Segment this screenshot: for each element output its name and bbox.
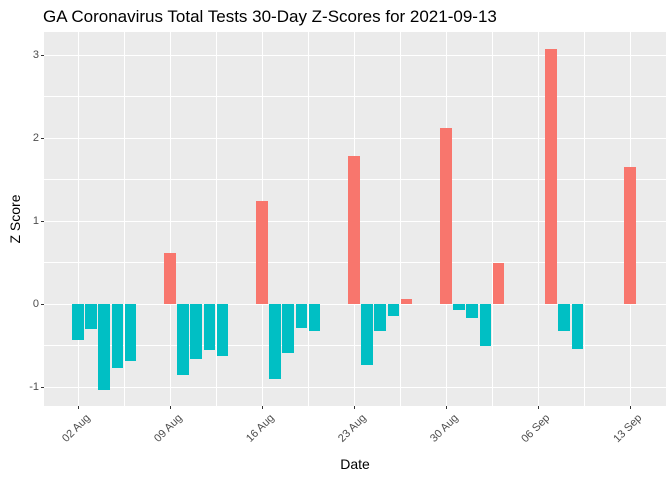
bar-negative <box>387 304 400 316</box>
x-tick-label: 06 Sep <box>519 412 553 446</box>
minor-gridline-x <box>123 32 125 406</box>
bar-positive <box>624 167 636 304</box>
bar-positive <box>440 128 452 304</box>
chart-title: GA Coronavirus Total Tests 30-Day Z-Scor… <box>43 7 497 26</box>
minor-gridline-x <box>583 32 585 406</box>
bar-negative <box>190 304 203 359</box>
minor-gridline-x <box>399 32 401 406</box>
bar-negative <box>361 304 374 366</box>
major-gridline-x <box>537 32 539 406</box>
bar-negative <box>177 304 190 376</box>
minor-gridline-x <box>307 32 309 406</box>
x-tick-mark <box>445 406 447 409</box>
bar-negative <box>466 304 479 319</box>
minor-gridline-y <box>44 96 666 97</box>
bar-negative <box>374 304 387 331</box>
bar-negative <box>453 304 466 310</box>
minor-gridline-x <box>491 32 493 406</box>
plot-panel <box>44 32 666 406</box>
y-tick-label: -1 <box>29 380 39 393</box>
x-axis-title: Date <box>340 456 370 472</box>
x-tick-label: 13 Sep <box>611 412 645 446</box>
y-tick-mark <box>41 54 44 56</box>
x-tick-mark <box>169 406 171 409</box>
bar-negative <box>124 304 137 362</box>
major-gridline-x <box>169 32 171 406</box>
bar-negative <box>295 304 308 329</box>
major-gridline-y <box>44 137 666 139</box>
bar-negative <box>203 304 216 350</box>
x-tick-mark <box>353 406 355 409</box>
bar-negative <box>308 304 321 332</box>
x-tick-label: 23 Aug <box>335 412 369 445</box>
y-tick-label: 0 <box>32 297 39 310</box>
x-tick-label: 09 Aug <box>151 412 185 445</box>
y-tick-mark <box>41 303 44 305</box>
y-tick-label: 1 <box>32 214 39 227</box>
bar-negative <box>282 304 295 353</box>
y-tick-label: 3 <box>32 48 39 61</box>
bar-negative <box>269 304 282 379</box>
major-gridline-x <box>77 32 79 406</box>
y-tick-mark <box>41 137 44 139</box>
bar-positive <box>400 299 413 304</box>
bar-negative <box>72 304 84 340</box>
bar-negative <box>216 304 229 357</box>
x-tick-label: 16 Aug <box>243 412 277 445</box>
y-axis-title: Z Score <box>7 194 23 244</box>
bar-positive <box>164 252 176 304</box>
major-gridline-y <box>44 303 666 305</box>
y-tick-mark <box>41 386 44 388</box>
bar-negative <box>85 304 98 329</box>
x-tick-label: 02 Aug <box>59 412 93 445</box>
bar-positive <box>348 156 360 304</box>
minor-gridline-x <box>215 32 217 406</box>
bar-negative <box>571 304 584 349</box>
y-tick-label: 2 <box>32 131 39 144</box>
bar-negative <box>558 304 571 332</box>
bar-positive <box>492 263 505 304</box>
x-tick-mark <box>261 406 263 409</box>
bar-negative <box>98 304 111 391</box>
bar-positive <box>256 201 268 304</box>
bar-negative <box>111 304 124 368</box>
major-gridline-y <box>44 386 666 388</box>
bar-negative <box>479 304 492 347</box>
x-tick-mark <box>629 406 631 409</box>
y-tick-mark <box>41 220 44 222</box>
x-tick-mark <box>537 406 539 409</box>
bar-positive <box>545 49 558 304</box>
x-tick-mark <box>77 406 79 409</box>
major-gridline-y <box>44 54 666 56</box>
x-tick-label: 30 Aug <box>427 412 461 445</box>
minor-gridline-y <box>44 345 666 346</box>
